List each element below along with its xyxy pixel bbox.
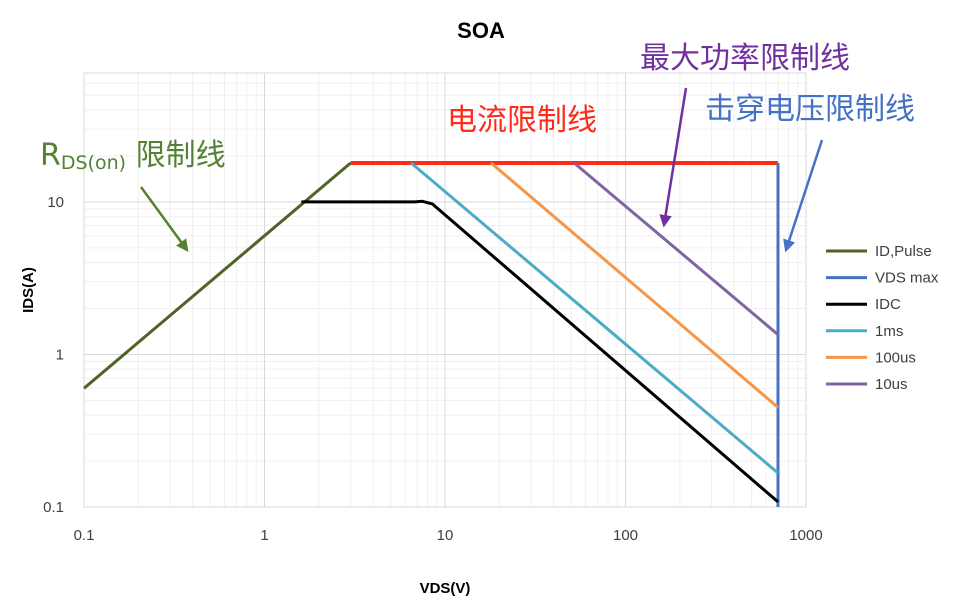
x-tick-label: 1000 (789, 527, 822, 544)
x-tick-label: 0.1 (74, 527, 95, 544)
legend-label: 1ms (875, 323, 903, 340)
annotation-breakdown-limit: 击穿电压限制线 (705, 92, 915, 127)
series-lines (83, 161, 780, 507)
x-tick-label: 1 (260, 527, 268, 544)
chart-title: SOA (457, 18, 505, 43)
legend-label: 10us (875, 376, 908, 393)
annotation-rds-sub: DS(on) (61, 152, 126, 174)
y-tick-label: 0.1 (43, 499, 64, 516)
legend-item: 1ms (826, 323, 903, 340)
legend-label: IDC (875, 296, 901, 313)
legend: ID,Pulse VDS max IDC 1ms 100us 10us (826, 243, 939, 393)
annotation-rds-main: R (40, 138, 61, 173)
annotation-rds-text: 限制线 (126, 138, 226, 173)
annotation-power-limit: 最大功率限制线 (640, 41, 850, 76)
legend-item: 100us (826, 349, 916, 366)
y-axis-label: IDS(A) (20, 267, 37, 313)
arrow-power-limit (659, 87, 688, 228)
legend-item: VDS max (826, 270, 939, 287)
series-line-10us (573, 161, 779, 336)
x-axis-ticks: 0.1 1 10 100 1000 (74, 527, 823, 544)
arrow-breakdown-limit (783, 139, 824, 253)
legend-item: IDC (826, 296, 901, 313)
y-axis-ticks: 0.1 1 10 (43, 194, 64, 516)
x-tick-label: 100 (613, 527, 638, 544)
y-tick-label: 10 (47, 194, 64, 211)
annotation-current-limit: 电流限制线 (447, 103, 597, 138)
legend-item: 10us (826, 376, 908, 393)
legend-label: ID,Pulse (875, 243, 932, 260)
series-line-100us (490, 161, 779, 409)
series-line-idc (301, 199, 779, 504)
annotations: RDS(on) 限制线 电流限制线 最大功率限制线 击穿电压限制线 (40, 41, 915, 253)
series-line-1ms (410, 161, 779, 475)
annotation-rds-on: RDS(on) 限制线 (40, 138, 226, 174)
y-tick-label: 1 (56, 346, 64, 363)
arrow-rds-on (139, 186, 189, 253)
legend-label: 100us (875, 349, 916, 366)
plot-area (83, 72, 807, 508)
plot-border (83, 72, 807, 508)
x-axis-label: VDS(V) (420, 580, 471, 597)
x-tick-label: 10 (437, 527, 454, 544)
legend-label: VDS max (875, 270, 939, 287)
legend-item: ID,Pulse (826, 243, 932, 260)
